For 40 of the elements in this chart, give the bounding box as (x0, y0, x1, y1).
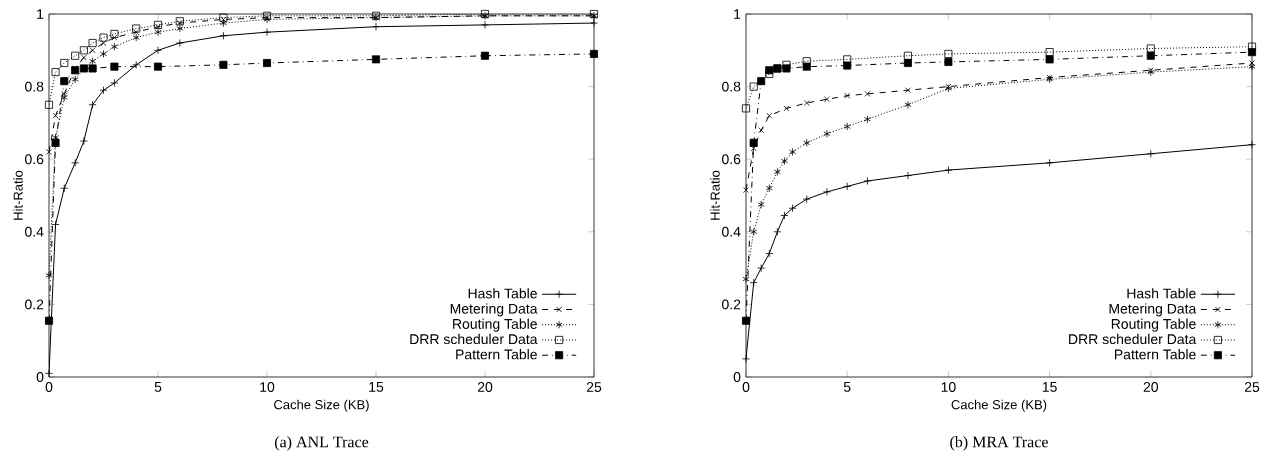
legend-label: Routing Table (453, 318, 537, 332)
x-tick-label: 20 (477, 382, 493, 392)
y-tick-label: 0.8 (25, 81, 44, 92)
x-tick-label: 25 (586, 382, 602, 392)
x-tick-label: 10 (941, 382, 956, 392)
x-axis-title: Cache Size (KB) (951, 399, 1047, 412)
legend-label: Metering Data (450, 303, 538, 317)
legend-label: Routing Table (1111, 318, 1196, 332)
x-tick-label: 25 (1244, 382, 1260, 392)
x-axis-title: Cache Size (KB) (274, 399, 369, 412)
y-tick-label: 0.2 (25, 299, 44, 310)
y-tick-label: 0.4 (25, 226, 44, 237)
y-tick-label: 0.4 (722, 226, 741, 237)
y-axis-title: Hit-Ratio (13, 170, 23, 220)
legend-label: Pattern Table (1114, 349, 1196, 360)
y-tick-label: 1 (37, 9, 44, 19)
legend-label: DRR scheduler Data (1069, 333, 1197, 345)
x-tick-label: 5 (154, 382, 162, 392)
legend-label: Pattern Table (456, 349, 537, 360)
y-tick-label: 1 (734, 9, 741, 19)
y-tick-label: 0 (733, 372, 741, 382)
y-tick-label: 0 (36, 372, 44, 382)
text: (a) ANL Trace (274, 436, 369, 451)
y-axis-title: Hit-Ratio (710, 170, 720, 220)
x-tick-label: 10 (260, 382, 275, 392)
text: (b) MRA Trace (950, 436, 1048, 451)
x-tick-label: 15 (369, 382, 384, 392)
x-tick-label: 20 (1143, 382, 1159, 392)
y-tick-label: 0.2 (722, 299, 741, 310)
legend-label: DRR scheduler Data (410, 333, 538, 345)
y-tick-label: 0.6 (722, 154, 741, 165)
y-tick-label: 0.6 (25, 154, 44, 165)
legend-label: Hash Table (1127, 288, 1196, 299)
x-tick-label: 5 (843, 382, 851, 392)
legend-label: Hash Table (468, 288, 537, 299)
y-tick-label: 0.8 (722, 81, 741, 92)
x-tick-label: 0 (45, 382, 53, 392)
legend-label: Metering Data (1109, 303, 1197, 317)
x-tick-label: 15 (1042, 382, 1057, 392)
x-tick-label: 0 (742, 382, 750, 392)
